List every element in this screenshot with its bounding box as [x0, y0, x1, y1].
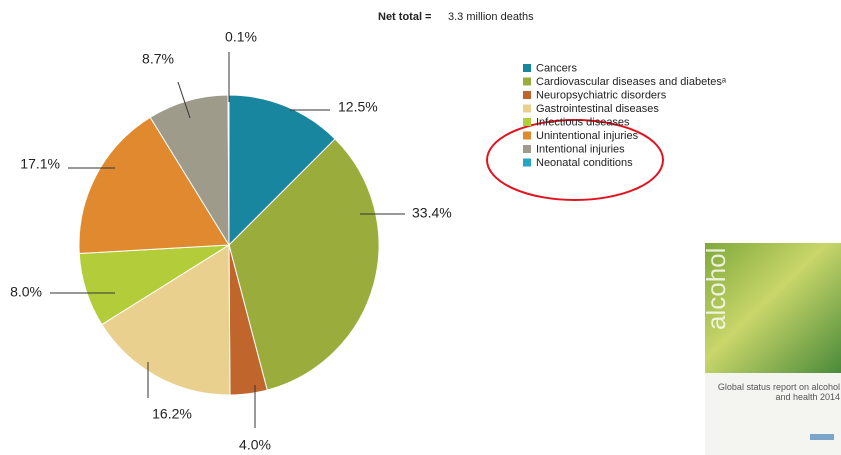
pie-slice: [78, 116, 230, 255]
legend-swatch: [523, 158, 531, 167]
legend-label: Infectious diseases: [536, 116, 630, 128]
pie-slice: [228, 94, 336, 247]
slice-label: 8.7%: [142, 51, 174, 67]
legend-swatch: [523, 91, 531, 99]
leader-line: [177, 81, 191, 119]
legend-swatch: [523, 77, 531, 86]
legend-label: Intentional injuries: [536, 143, 625, 155]
slice-label: 12.5%: [338, 99, 378, 115]
book-cover: alcohol Global status report on alcohol …: [701, 243, 841, 455]
legend-swatch: [523, 64, 531, 72]
slice-label: 4.0%: [239, 437, 271, 453]
legend-swatch: [523, 145, 531, 153]
legend-label: Gastrointestinal diseases: [536, 103, 659, 115]
slice-label: 16.2%: [152, 406, 192, 422]
pie-slice: [149, 94, 230, 247]
cover-subtitle: Global status report on alcohol and heal…: [717, 382, 840, 402]
legend-label: Neonatal conditions: [536, 157, 633, 169]
slice-label: 0.1%: [225, 29, 257, 45]
slice-label: 17.1%: [20, 156, 60, 172]
chart-subtitle: 3.3 million deaths: [448, 11, 534, 23]
cover-title: alcohol: [701, 248, 731, 330]
highlight-ellipse: [486, 119, 664, 201]
cover-bottom: [705, 373, 841, 455]
legend-swatch: [523, 131, 531, 140]
legend-label: Neuropsychiatric disorders: [536, 89, 667, 101]
legend-label: Cardiovascular diseases and diabetesᵃ: [536, 76, 727, 88]
slice-label: 33.4%: [412, 205, 452, 221]
pie-slice: [101, 244, 231, 396]
cover-logo: [810, 434, 834, 440]
legend-swatch: [523, 104, 531, 113]
cover-image: [705, 243, 841, 373]
legend-label: Unintentional injuries: [536, 130, 639, 142]
slice-label: 8.0%: [10, 284, 42, 300]
legend-label: Cancers: [536, 62, 577, 74]
cover-subtitle-box: Global status report on alcohol and heal…: [717, 382, 840, 402]
pie-slice: [228, 138, 380, 391]
legend-swatch: [523, 118, 531, 126]
chart-title: Net total =: [378, 11, 431, 23]
